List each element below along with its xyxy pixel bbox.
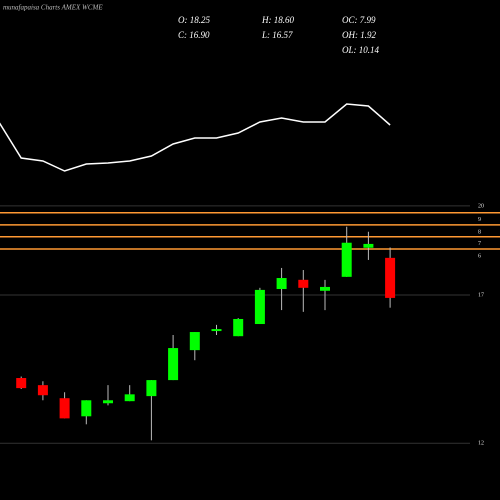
candle-body [363,243,374,248]
ohlc-stat: L: 16.57 [261,30,293,40]
candle-body [189,332,200,351]
candle-body [146,380,157,397]
y-tick-label: 12 [478,441,484,447]
candle-body [81,400,92,417]
candle-body [341,242,352,277]
indicator-line [0,103,391,172]
candle-body [385,257,396,298]
level-label: 8 [478,229,481,235]
y-tick-label: 17 [478,292,484,298]
ohlc-stat: OH: 1.92 [342,30,376,40]
ohlc-stat: C: 16.90 [178,30,210,40]
ohlc-stat: OL: 10.14 [342,45,380,55]
candle-body [59,398,70,419]
ohlc-stat: OC: 7.99 [342,15,376,25]
ohlc-stat: O: 18.25 [178,15,210,25]
level-label: 6 [478,253,481,259]
candle-body [103,400,113,404]
chart-title: munafapaisa Charts AMEX WCME [3,4,103,12]
candle-body [298,279,309,288]
candle-body [16,378,27,389]
y-tick-label: 20 [478,203,484,209]
candle-body [211,329,222,332]
candle-body [124,394,135,402]
ohlc-stat: H: 18.60 [261,15,294,25]
level-label: 7 [478,241,481,247]
candle-body [168,348,179,381]
candle-body [233,318,244,337]
candle-body [37,385,48,396]
level-label: 9 [478,217,481,223]
candle-body [320,286,330,291]
candle-body [254,289,265,325]
candle-body [276,278,287,290]
